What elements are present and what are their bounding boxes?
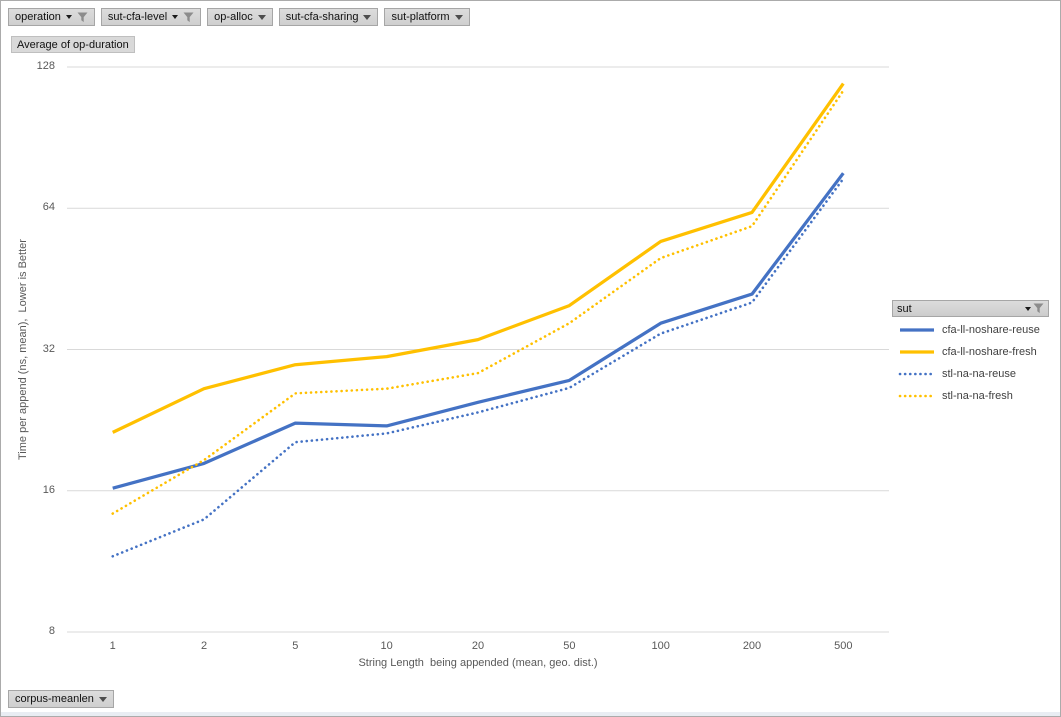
legend-item-label: stl-na-na-reuse [942,368,1016,380]
legend-item-cfa-ll-noshare-fresh[interactable]: cfa-ll-noshare-fresh [898,341,1058,363]
y-axis-title: Time per append (ns, mean), Lower is Bet… [17,239,29,460]
legend-line-swatch-icon [900,328,934,332]
x-axis-tick-label: 20 [471,640,485,652]
x-axis-tick-label: 2 [200,640,208,652]
x-axis-tick-label: 1 [109,640,116,652]
legend-item-label: stl-na-na-fresh [942,390,1013,402]
legend-item-label: cfa-ll-noshare-reuse [942,324,1040,336]
legend-item-label: cfa-ll-noshare-fresh [942,346,1037,358]
x-axis-tick-label: 200 [742,640,762,652]
y-axis-tick-label: 8 [48,625,55,637]
filter-button-sut-cfa-level[interactable]: sut-cfa-level [100,8,202,26]
dropdown-arrow-icon [1025,306,1031,311]
x-axis-tick-label: 10 [380,640,393,652]
filter-button-label: sut-platform [391,11,450,23]
series-line-cfa-ll-noshare-fresh [111,82,845,434]
filter-button-corpus-meanlen[interactable]: corpus-meanlen [8,690,114,708]
filter-button-label: corpus-meanlen [15,693,94,705]
filter-funnel-icon [1033,303,1044,314]
legend-line-swatch-icon [898,394,936,398]
dropdown-arrow-icon [257,14,266,20]
filter-button-label: operation [15,11,61,23]
x-axis-tick-label: 50 [563,640,576,652]
filter-funnel-icon [183,12,194,23]
value-field-label: Average of op-duration [17,38,129,51]
series-line-stl-na-na-reuse [111,177,845,558]
legend-line-swatch-icon [898,372,936,376]
dropdown-arrow-icon [172,15,179,19]
filter-button-sut-cfa-sharing[interactable]: sut-cfa-sharing [278,8,379,26]
x-axis-tick-label: 500 [834,640,853,652]
chart-legend: cfa-ll-noshare-reuse cfa-ll-noshare-fresh… [898,319,1058,407]
filter-button-label: sut-cfa-level [107,11,168,23]
x-axis-title: String Length being appended (mean, geo.… [358,657,598,669]
y-axis-tick-label: 64 [42,201,55,214]
window-bottom-strip [1,712,1060,716]
legend-item-stl-na-na-fresh[interactable]: stl-na-na-fresh [898,385,1058,407]
legend-field-icons [1025,303,1044,314]
y-axis-tick-label: 128 [36,60,55,72]
dropdown-arrow-icon [363,14,372,20]
legend-line-swatch-icon [900,350,934,354]
top-filter-button-row: operation sut-cfa-level op-alloc sut-cfa… [8,8,470,26]
series-line-stl-na-na-fresh [111,89,845,515]
filter-button-sut-platform[interactable]: sut-platform [384,8,470,26]
dropdown-arrow-icon [98,696,107,702]
legend-item-stl-na-na-reuse[interactable]: stl-na-na-reuse [898,363,1058,385]
value-field-button[interactable]: Average of op-duration [11,36,135,53]
y-axis-tick-label: 32 [42,342,55,355]
filter-button-label: sut-cfa-sharing [285,11,359,23]
x-axis-tick-label: 5 [292,640,299,652]
filter-button-label: op-alloc [214,11,253,23]
legend-field-label: sut [897,302,912,315]
filter-funnel-icon [77,12,88,23]
dropdown-arrow-icon [65,15,72,19]
filter-button-op-alloc[interactable]: op-alloc [207,8,273,26]
filter-button-operation[interactable]: operation [8,8,95,26]
x-axis-tick-label: 100 [651,640,670,652]
legend-item-cfa-ll-noshare-reuse[interactable]: cfa-ll-noshare-reuse [898,319,1058,341]
y-axis-tick-label: 16 [42,483,55,496]
series-line-cfa-ll-noshare-reuse [112,172,845,490]
legend-field-button-sut[interactable]: sut [892,300,1049,317]
dropdown-arrow-icon [454,14,463,20]
